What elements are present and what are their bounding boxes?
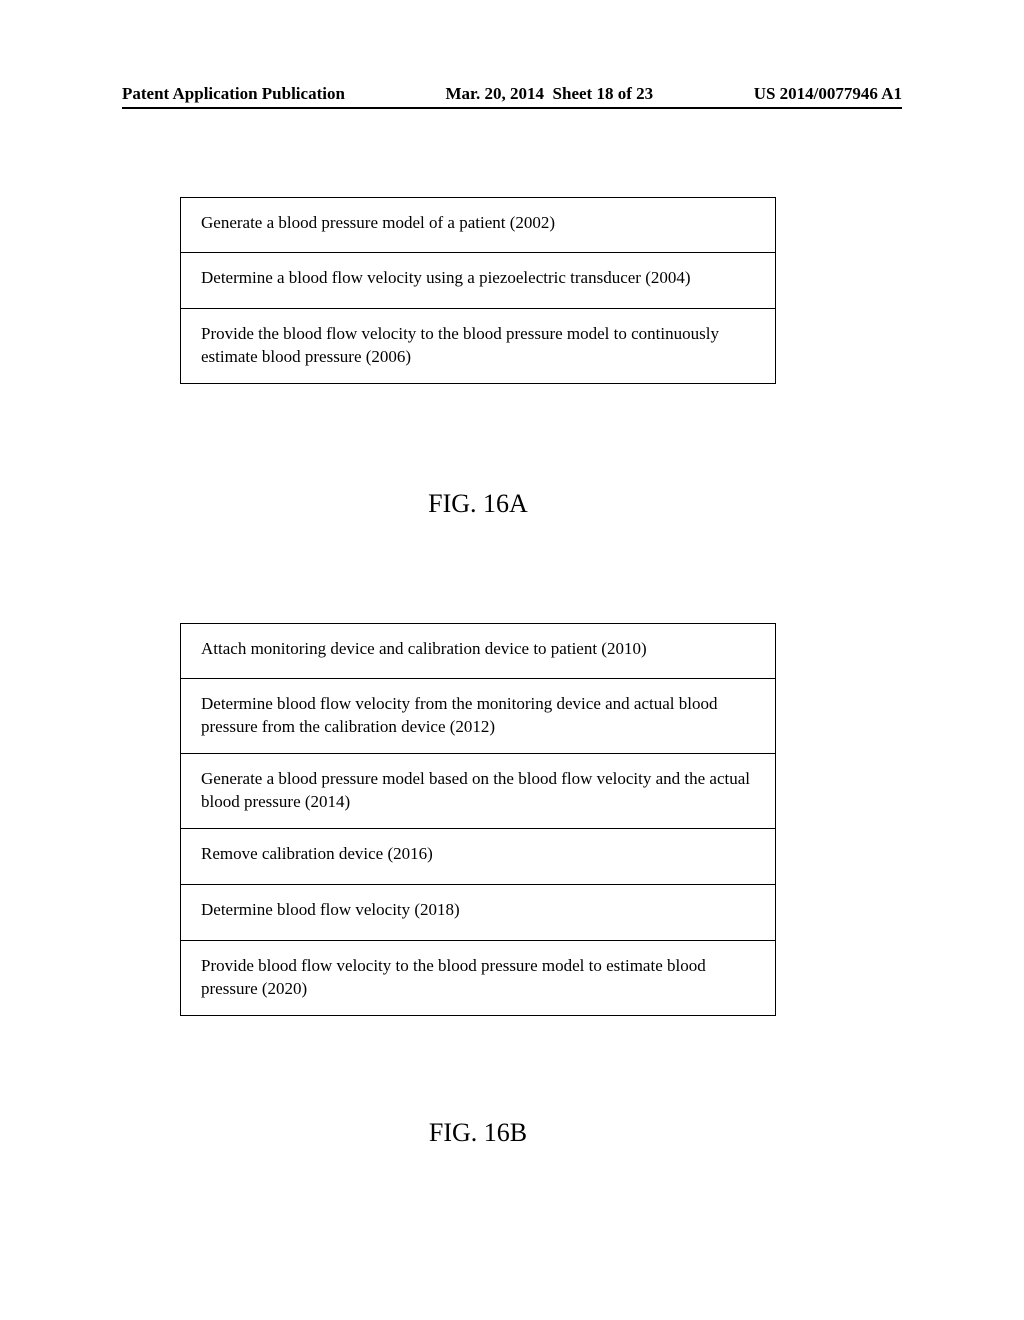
publication-date-sheet: Mar. 20, 2014 Sheet 18 of 23 — [446, 84, 654, 104]
step-text: Attach monitoring device and calibration… — [201, 638, 647, 661]
flowchart-step: Determine blood flow velocity from the m… — [180, 679, 776, 754]
flowchart-step: Generate a blood pressure model based on… — [180, 754, 776, 829]
figure-16b-flowchart: Attach monitoring device and calibration… — [180, 623, 776, 1016]
flowchart-step: Provide the blood flow velocity to the b… — [180, 309, 776, 384]
step-text: Remove calibration device (2016) — [201, 843, 433, 866]
flowchart-step: Determine blood flow velocity (2018) — [180, 885, 776, 941]
step-text: Generate a blood pressure model based on… — [201, 768, 755, 814]
header-divider — [122, 107, 902, 109]
page-header: Patent Application Publication Mar. 20, … — [122, 84, 902, 104]
publication-type: Patent Application Publication — [122, 84, 345, 104]
step-text: Provide blood flow velocity to the blood… — [201, 955, 755, 1001]
flowchart-step: Provide blood flow velocity to the blood… — [180, 941, 776, 1016]
figure-label-16a: FIG. 16A — [180, 489, 776, 519]
figure-16a-flowchart: Generate a blood pressure model of a pat… — [180, 197, 776, 384]
publication-date: Mar. 20, 2014 — [446, 84, 545, 103]
step-text: Determine blood flow velocity from the m… — [201, 693, 755, 739]
flowchart-step: Remove calibration device (2016) — [180, 829, 776, 885]
step-text: Determine a blood flow velocity using a … — [201, 267, 691, 290]
flowchart-step: Attach monitoring device and calibration… — [180, 623, 776, 679]
step-text: Provide the blood flow velocity to the b… — [201, 323, 755, 369]
step-text: Generate a blood pressure model of a pat… — [201, 212, 555, 235]
step-text: Determine blood flow velocity (2018) — [201, 899, 460, 922]
figure-label-16b: FIG. 16B — [180, 1118, 776, 1148]
flowchart-step: Determine a blood flow velocity using a … — [180, 253, 776, 309]
sheet-info: Sheet 18 of 23 — [553, 84, 654, 103]
flowchart-step: Generate a blood pressure model of a pat… — [180, 197, 776, 253]
publication-number: US 2014/0077946 A1 — [754, 84, 902, 104]
